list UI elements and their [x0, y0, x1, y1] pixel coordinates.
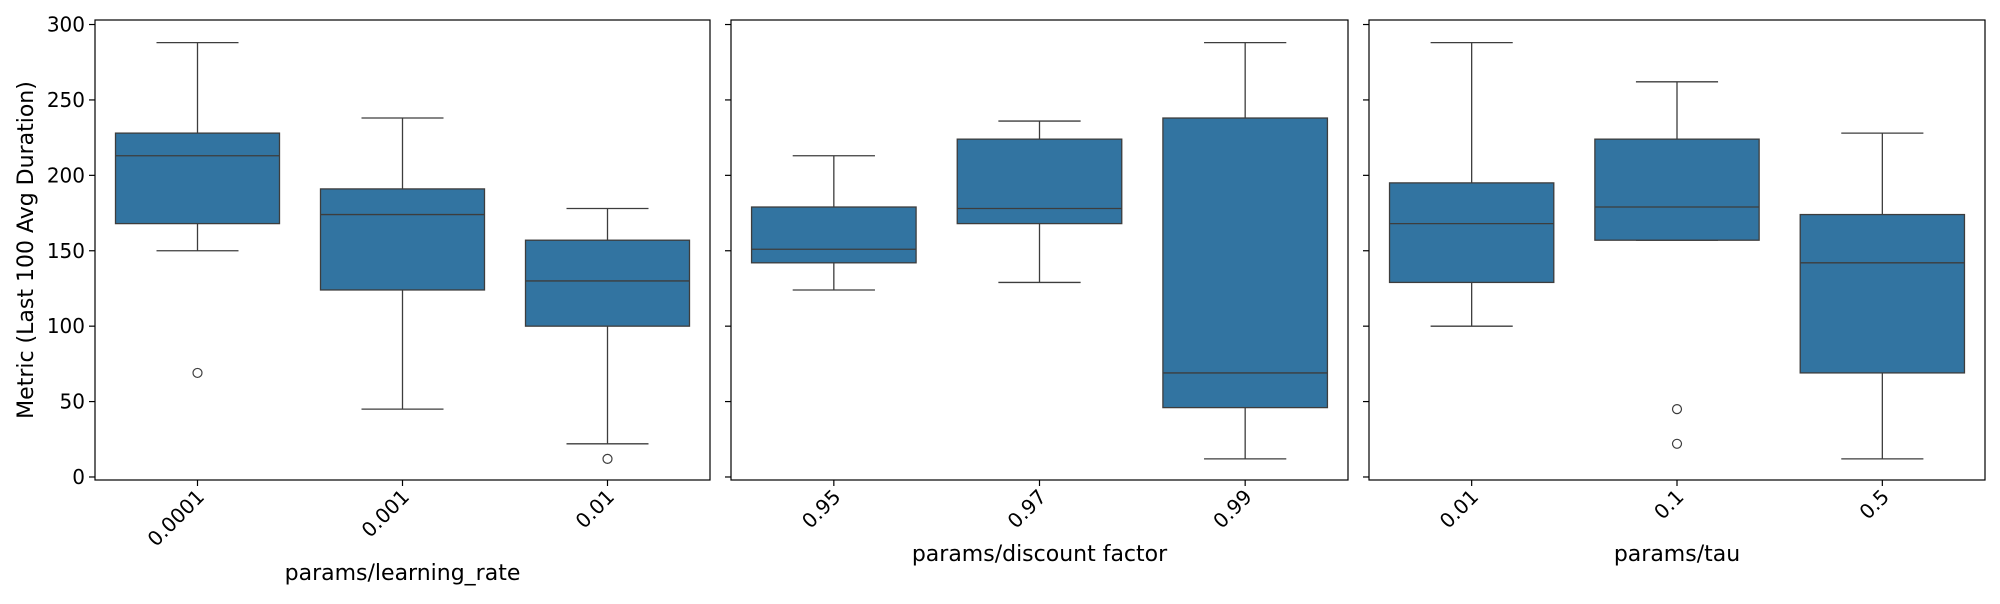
subplot-3: 0.01 0.1 0.5 params/tau	[1363, 19, 1986, 567]
subplot-1: 0 50 100 150 200 250 300 0.0001 0.001 0.01 params/…	[14, 13, 711, 586]
box-3	[524, 207, 691, 464]
y-tick-label: 50	[60, 390, 85, 414]
iqr-box	[1162, 117, 1329, 409]
x-tick-label: 0.0001	[143, 485, 209, 551]
x-tick-label: 0.5	[1854, 485, 1893, 524]
iqr-box	[750, 206, 917, 264]
y-tick-label: 300	[47, 13, 85, 37]
iqr-box	[1799, 213, 1966, 374]
box-1	[750, 155, 917, 291]
x-tick-label: 0.01	[571, 485, 619, 533]
y-axis-label: Metric (Last 100 Avg Duration)	[14, 81, 39, 419]
iqr-box	[524, 239, 691, 327]
x-axis-label: params/tau	[1614, 542, 1740, 567]
subplot-2: 0.95 0.97 0.99 params/discount factor	[725, 19, 1349, 567]
x-axis-label: params/learning_rate	[285, 561, 521, 586]
iqr-box	[956, 138, 1123, 225]
outlier-point	[602, 453, 613, 464]
x-tick-label: 0.99	[1208, 485, 1256, 533]
box-2	[1594, 81, 1760, 449]
x-axis-label: params/discount factor	[912, 542, 1168, 567]
y-tick-label: 100	[47, 314, 85, 338]
y-tick-label: 250	[47, 88, 85, 112]
outlier-point	[1671, 438, 1683, 449]
x-tick-label: 0.01	[1435, 485, 1483, 533]
box-2	[319, 117, 486, 410]
outlier-point	[192, 367, 203, 379]
x-tick-label: 0.001	[357, 485, 414, 542]
box-2	[956, 120, 1123, 284]
box-1	[1388, 41, 1555, 327]
iqr-box	[1388, 182, 1555, 284]
iqr-box	[114, 132, 281, 225]
x-tick-label: 0.1	[1649, 485, 1688, 524]
box-3	[1162, 41, 1329, 460]
y-tick-label: 150	[47, 239, 85, 263]
x-tick-label: 0.95	[797, 485, 845, 533]
box-3	[1799, 132, 1966, 460]
iqr-box	[1594, 138, 1760, 241]
x-tick-label: 0.97	[1003, 485, 1051, 533]
outlier-point	[1671, 404, 1683, 415]
y-tick-label: 200	[47, 163, 85, 187]
box-1	[114, 41, 281, 379]
iqr-box	[319, 188, 486, 291]
y-tick-label: 0	[72, 465, 85, 489]
